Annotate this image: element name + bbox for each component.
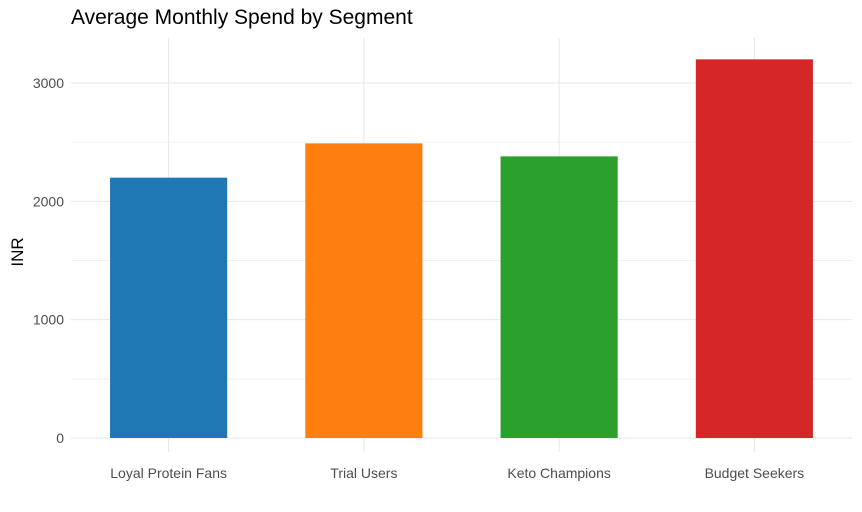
y-tick-labels: 0 1000 2000 3000 [33,75,64,446]
x-tick-label: Trial Users [330,465,397,481]
bars [110,59,813,438]
y-tick-label: 2000 [33,193,64,209]
y-tick-label: 3000 [33,75,64,91]
x-tick-label: Keto Champions [507,465,611,481]
bar-keto-champions [500,156,618,438]
y-tick-label: 0 [56,430,64,446]
bar-loyal-protein-fans [110,177,228,438]
bar-budget-seekers [695,59,813,438]
x-tick-labels: Loyal Protein Fans Trial Users Keto Champi… [110,465,804,481]
y-tick-label: 1000 [33,312,64,328]
chart-title: Average Monthly Spend by Segment [71,6,413,29]
x-tick-label: Loyal Protein Fans [110,465,227,481]
x-tick-label: Budget Seekers [705,465,805,481]
bar-trial-users [305,143,423,438]
